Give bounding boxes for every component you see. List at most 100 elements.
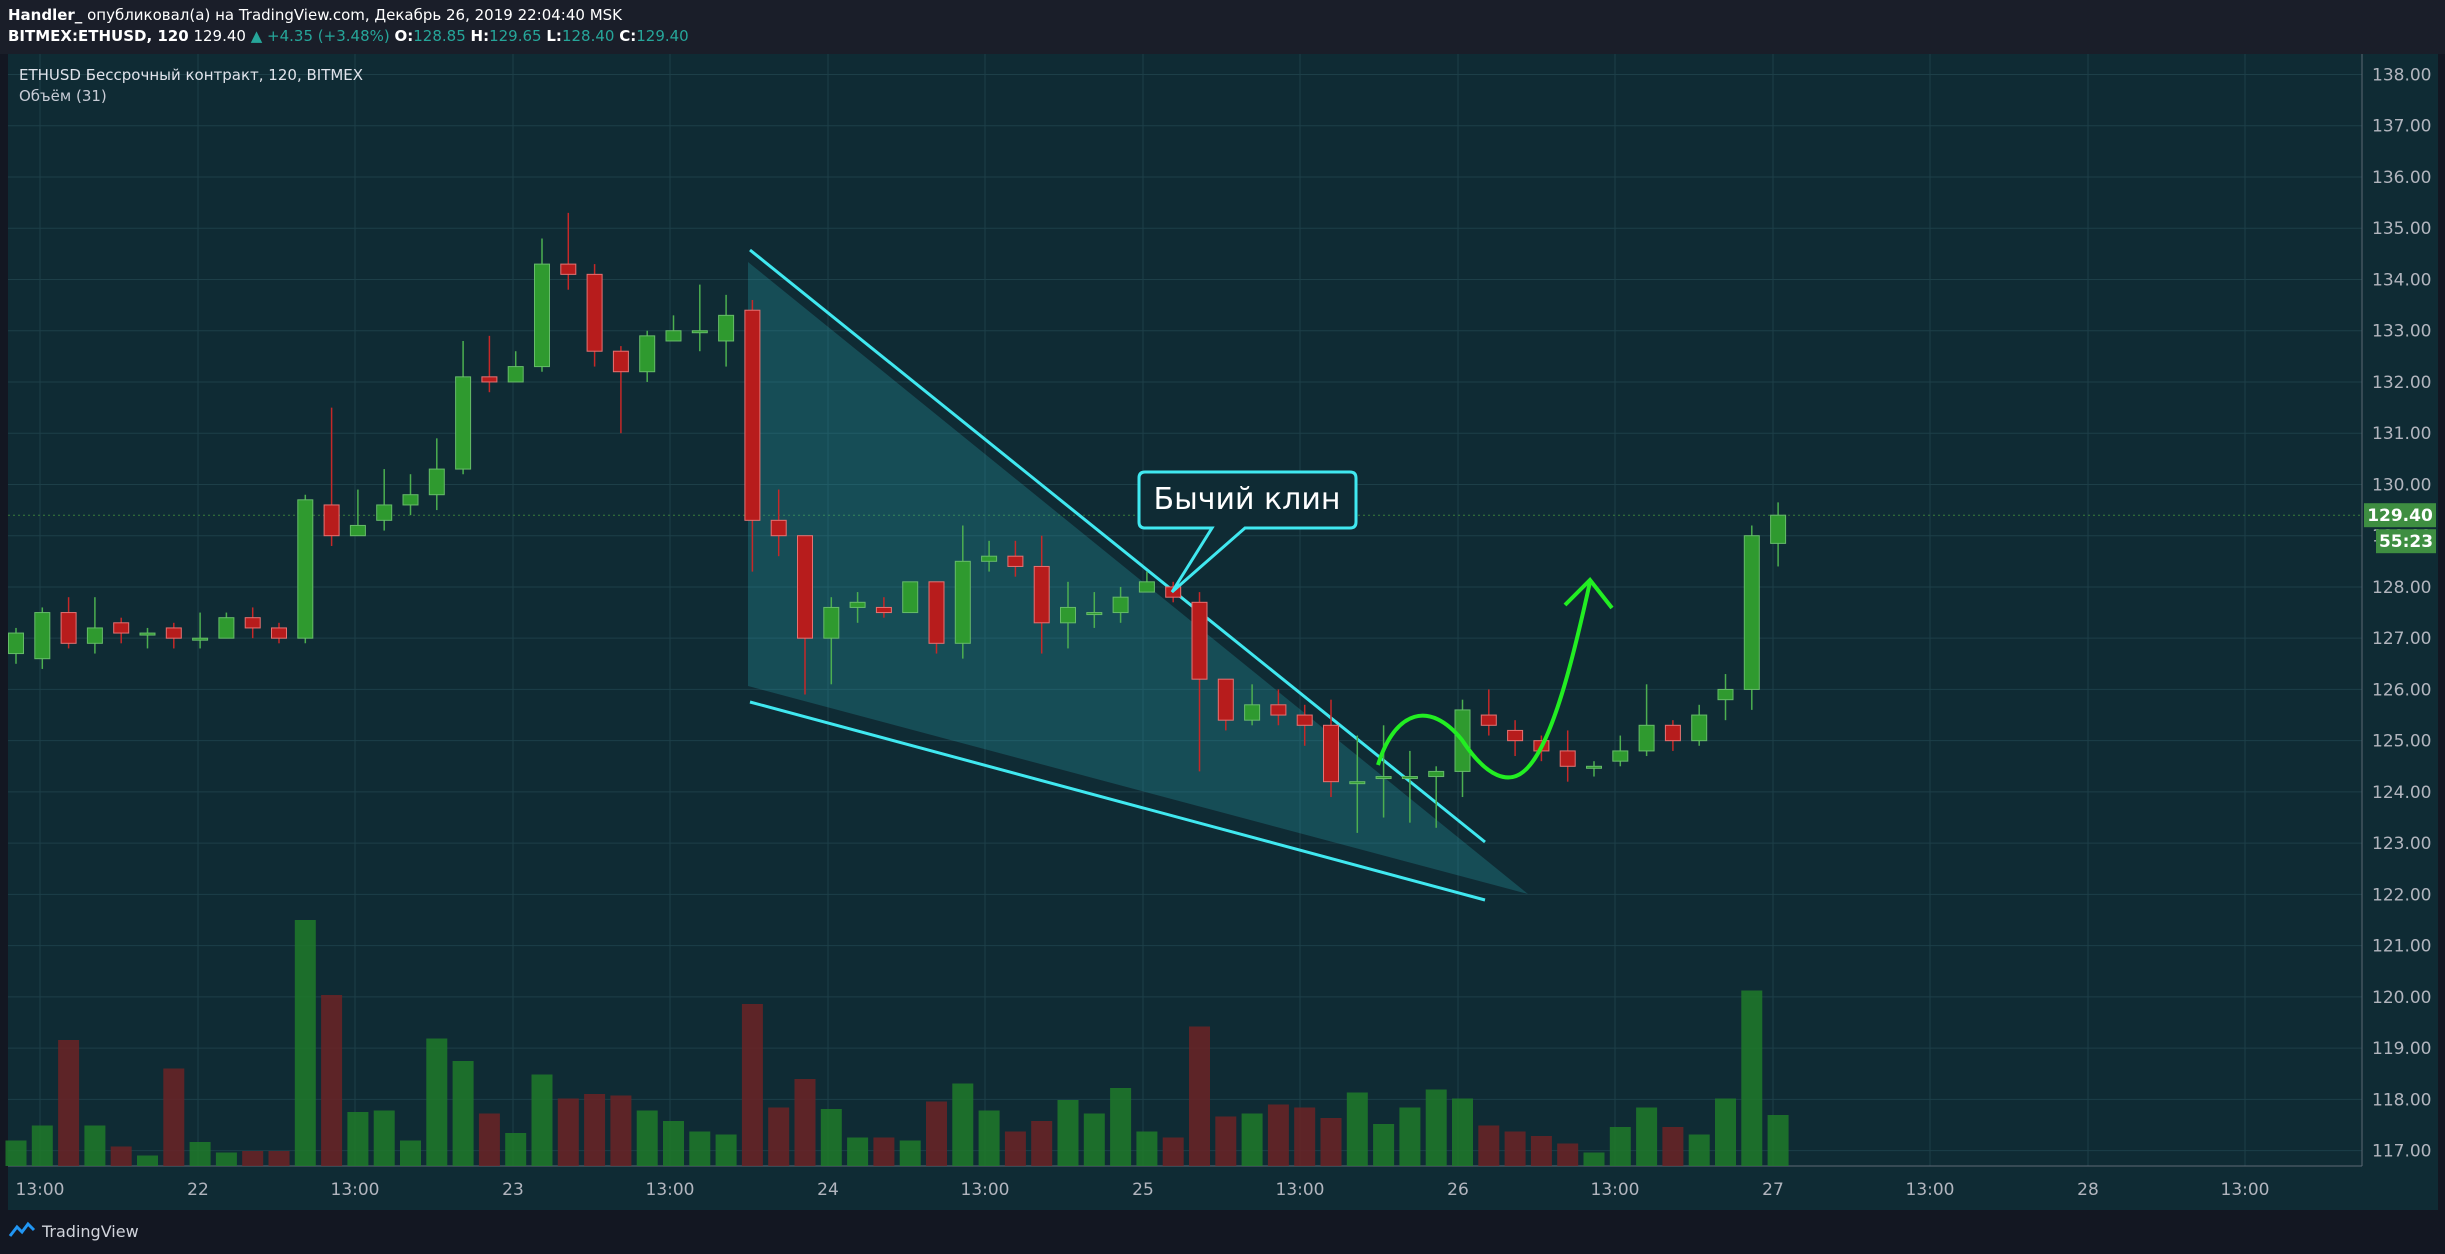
close-label: C:: [619, 27, 637, 45]
y-tick-label: 134.00: [2372, 270, 2431, 290]
x-tick-label: 24: [817, 1180, 839, 1200]
volume-bar: [400, 1140, 421, 1166]
tradingview-brand[interactable]: TradingView: [42, 1222, 139, 1241]
volume-bar: [1031, 1121, 1053, 1166]
candle-body: [1296, 714, 1313, 726]
y-tick-label: 120.00: [2372, 988, 2431, 1008]
candle-body: [428, 468, 445, 496]
candle-body: [507, 366, 524, 383]
low-label: L:: [546, 27, 562, 45]
candle-body: [902, 581, 919, 614]
candle-body: [560, 263, 577, 275]
volume-bar: [794, 1079, 816, 1166]
volume-legend: Объём (31): [19, 87, 107, 105]
volume-bar: [84, 1125, 106, 1166]
volume-bar: [163, 1068, 185, 1166]
price-badge-value: 129.40: [2367, 506, 2433, 526]
y-tick-label: 135.00: [2372, 219, 2431, 239]
volume-bar: [1688, 1134, 1710, 1166]
volume-bar: [5, 1140, 27, 1166]
volume-bar: [426, 1038, 448, 1166]
volume-bar: [926, 1101, 947, 1166]
grid: [8, 54, 2362, 1166]
candle-body: [113, 622, 130, 634]
volume-bar: [1583, 1152, 1605, 1166]
y-tick-label: 137.00: [2372, 117, 2431, 137]
candle-body: [481, 376, 498, 383]
volume-bar: [1609, 1127, 1631, 1166]
candle-body: [534, 263, 550, 368]
x-tick-label: 25: [1132, 1180, 1154, 1200]
candle-body: [1191, 601, 1208, 680]
y-tick-label: 128.00: [2372, 578, 2431, 598]
volume-bar: [1004, 1131, 1026, 1166]
volume-bar: [505, 1133, 527, 1166]
candle-body: [797, 535, 813, 639]
candle-body: [954, 560, 971, 644]
candle-body: [1349, 781, 1366, 785]
x-tick-label: 22: [187, 1180, 209, 1200]
tradingview-logo-icon[interactable]: [8, 1220, 36, 1240]
volume-bar: [1110, 1088, 1132, 1166]
breakout-arrow: [1376, 576, 1614, 780]
volume-bar: [137, 1155, 158, 1166]
volume-bar: [663, 1121, 684, 1166]
candle-body: [297, 499, 314, 639]
volume-bar: [1136, 1131, 1158, 1166]
x-tick-label: 13:00: [16, 1180, 65, 1200]
volume-bar: [847, 1137, 869, 1166]
x-tick-label: 28: [2077, 1180, 2099, 1200]
y-tick-label: 124.00: [2372, 783, 2431, 803]
callout-box: [1137, 470, 1358, 594]
volume-bar: [1715, 1098, 1736, 1166]
volume-bar: [189, 1142, 211, 1166]
volume-bar: [873, 1137, 895, 1166]
volume-bar: [1189, 1026, 1210, 1166]
countdown-badge-value: 55:23: [2379, 532, 2433, 552]
volume-bar: [1083, 1113, 1105, 1166]
candle-body: [165, 627, 182, 639]
wedge-fill: [748, 262, 1528, 894]
y-tick-label: 132.00: [2372, 373, 2431, 393]
volume-bars: [5, 920, 1789, 1166]
volume-bar: [1320, 1118, 1342, 1166]
volume-bar: [1162, 1137, 1184, 1166]
volume-bar: [1662, 1127, 1684, 1166]
candle-body: [849, 601, 866, 608]
x-tick-label: 13:00: [646, 1180, 695, 1200]
candle-body: [455, 376, 472, 470]
volume-bar: [1294, 1107, 1316, 1166]
footer: TradingView: [0, 1210, 2445, 1254]
symbol-label: BITMEX:ETHUSD, 120: [8, 27, 189, 45]
volume-bar: [557, 1098, 579, 1166]
x-tick-label: 13:00: [1276, 1180, 1325, 1200]
publish-header: Handler_ опубликовал(а) на TradingView.c…: [0, 0, 2445, 54]
volume-bar: [1478, 1125, 1500, 1166]
y-tick-label: 130.00: [2372, 475, 2431, 495]
candle-body: [1375, 776, 1392, 780]
y-tick-label: 138.00: [2372, 65, 2431, 85]
candle-body: [612, 350, 629, 373]
y-tick-label: 119.00: [2372, 1039, 2431, 1059]
candle-body: [665, 330, 682, 342]
candle-body: [60, 612, 77, 644]
author-name[interactable]: Handler_: [8, 6, 83, 24]
volume-bar: [268, 1151, 290, 1166]
volume-bar: [768, 1107, 790, 1166]
publisher-line: Handler_ опубликовал(а) на TradingView.c…: [8, 6, 622, 24]
candle-body: [8, 632, 24, 655]
volume-bar: [584, 1094, 606, 1166]
x-tick-label: 13:00: [1906, 1180, 1955, 1200]
candle-body: [323, 504, 340, 537]
volume-bar: [1057, 1100, 1079, 1166]
candle-body: [1112, 596, 1129, 614]
y-tick-label: 133.00: [2372, 322, 2431, 342]
volume-bar: [610, 1095, 632, 1166]
candle-body: [691, 330, 708, 334]
x-tick-label: 27: [1762, 1180, 1784, 1200]
candle-body: [244, 617, 261, 629]
candle-body: [1691, 714, 1708, 742]
candle-body: [1217, 678, 1234, 721]
volume-bar: [1452, 1098, 1473, 1166]
